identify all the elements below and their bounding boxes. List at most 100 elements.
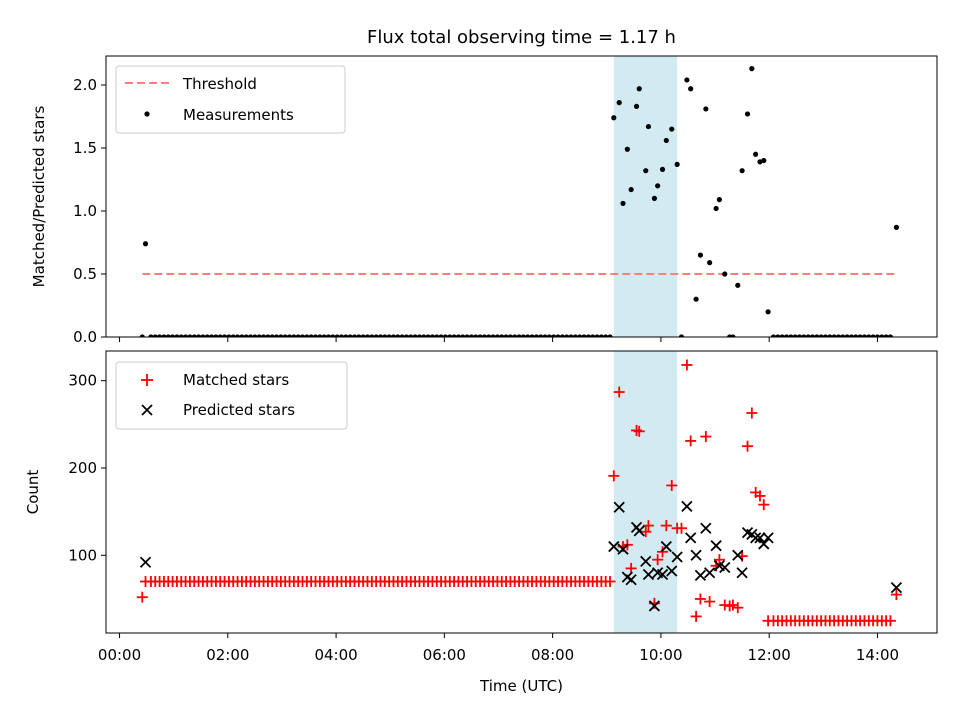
measurement-point [703,106,709,112]
measurement-point [585,334,591,337]
predicted-star-point [762,532,774,544]
measurement-point [260,334,267,337]
measurement-point [395,334,401,337]
measurement-point [477,334,483,337]
predicted-star-point [625,574,637,586]
measurement-point [473,334,479,337]
measurement-point [304,334,310,337]
measurement-point [265,334,271,337]
measurement-point [879,334,885,337]
measurement-point [273,334,280,337]
predicted-star-point [694,569,707,582]
measurement-point [809,334,816,337]
predicted-star-point [758,538,770,550]
measurement-point [317,334,323,337]
measurement-point [831,334,837,337]
measurement-point [861,334,868,337]
x-tick-label: 02:00 [206,646,249,664]
measurement-point [347,334,353,337]
matched-star-point [704,596,716,608]
legend-matched-swatch [141,374,153,386]
measurement-point [581,334,587,337]
measurement-point [643,168,649,174]
measurement-point [230,334,236,337]
measurement-point [801,334,807,337]
matched-star-point [746,407,758,419]
y-tick-label: 1.0 [73,202,97,220]
matched-star-point [754,490,766,502]
top-y-ticks: 0.0 0.5 1.0 1.5 2.0 [73,76,106,346]
measurement-point [152,334,158,337]
measurement-point [434,334,440,337]
measurement-point [674,161,680,167]
top-panel: 0.00.51.01.52.0 Matched/Predicted stars … [30,55,938,346]
predicted-star-point [703,567,716,579]
matched-star-point [642,520,654,532]
predicted-star-point [750,532,762,544]
top-axes-frame [105,55,938,338]
measurement-point [191,334,197,337]
y-tick-label: 0.0 [73,328,97,346]
measurement-point [503,334,509,337]
matched-star-point [732,602,744,614]
measurement-point [334,334,340,337]
measurement-point [416,334,423,337]
measurement-point [707,260,713,266]
measurement-point [577,334,583,337]
measurement-point [442,334,449,337]
measurement-point [278,334,284,337]
measurement-point [857,334,863,337]
measurement-point [551,334,557,337]
measurement-point [761,157,767,164]
x-tick-label: 00:00 [98,646,141,664]
measurement-point [256,334,262,337]
measurement-point [412,334,418,337]
measurement-point [655,183,661,189]
measurement-point [713,205,719,212]
measurement-point [282,334,288,337]
measurement-point [688,86,694,92]
measurement-point [796,334,803,337]
measurement-point [739,168,745,174]
measurement-point [529,334,535,337]
matched-star-point [890,589,902,601]
measurement-point [182,334,189,337]
measurement-point [386,334,392,337]
measurement-point [770,334,777,337]
measurement-point [494,334,501,337]
measurement-point [628,186,634,193]
measurement-point [678,334,685,337]
measurement-point [429,334,436,337]
legend-measurements-swatch [144,111,150,117]
measurement-point [568,334,574,337]
measurement-point [814,334,820,337]
measurement-point [572,334,578,337]
measurement-point [870,334,876,337]
measurement-point [792,334,798,337]
predicted-star-point [732,549,744,561]
predicted-star-point [671,551,683,563]
matched-star-point [685,435,697,447]
measurement-point [390,334,397,337]
measurement-point [403,334,410,337]
y-tick-label: 300 [68,372,97,390]
measurement-point [142,241,149,247]
measurement-point [286,334,293,337]
predicted-star-point [640,555,652,568]
predicted-star-point [754,532,766,544]
x-tick-label: 08:00 [531,646,574,664]
bottom-y-axis-label: Count [24,470,42,515]
measurement-point [835,334,842,337]
measurement-point [499,334,505,337]
measurement-point [633,103,640,110]
bottom-y-ticks: 100 200 300 [68,372,106,564]
measurement-point [538,334,544,337]
measurement-point [533,334,539,337]
measurement-point [848,334,855,337]
measurement-point [783,334,790,337]
measurement-point [408,334,414,337]
predicted-star-point [642,568,655,581]
measurement-point [749,66,755,72]
measurement-point [460,334,466,337]
measurement-point [564,334,570,337]
